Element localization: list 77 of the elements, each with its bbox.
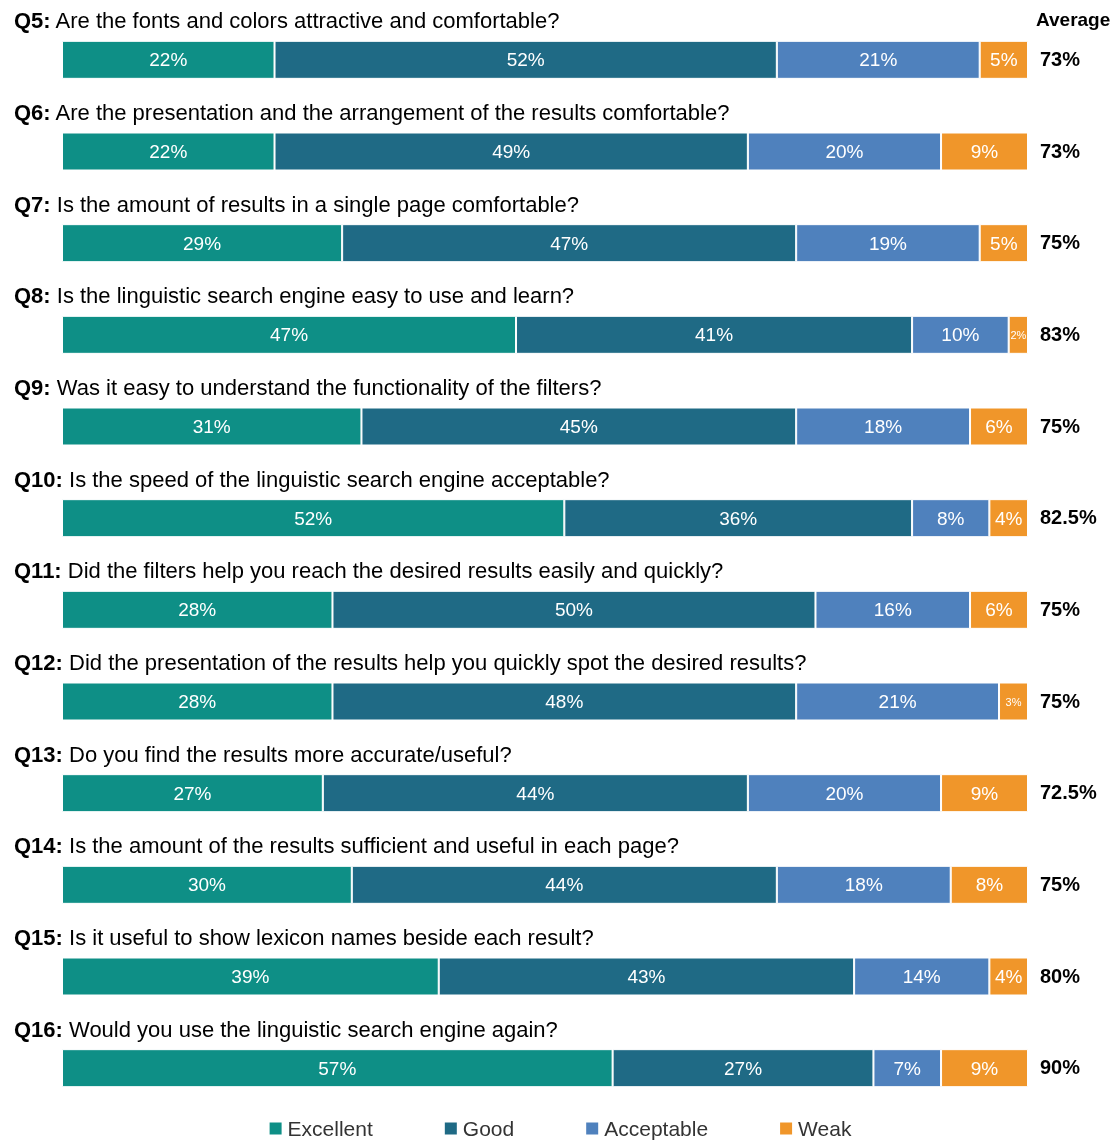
legend-label: Weak [798,1117,852,1140]
text: 73% [1040,47,1081,70]
y-tick-label: Q15: Is it useful to show lexicon names beside each result? [14,925,594,950]
text: 80% [1040,964,1081,987]
data-label: 50% [554,599,594,621]
data-label: 27% [173,782,212,804]
text: Average [1036,9,1111,30]
data-label: 8% [936,507,965,529]
data-label: 45% [559,416,598,437]
data-label: 9% [970,782,999,804]
text: 82.5% [1040,506,1097,529]
y-tick-label: Q6: Are the presentation and the arrangement of the results comfortable? [14,100,730,125]
data-label: 6% [985,416,1013,437]
data-label: 8% [975,874,1004,896]
data-label: 6% [985,599,1013,621]
y-tick-label: Q10: Is the speed of the linguistic search engine acceptable? [14,466,610,492]
text: 75% [1040,231,1081,254]
data-label: 44% [516,782,555,804]
y-tick-label: Q11: Did the filters help you reach the desired results easily and quickly? [14,558,724,584]
data-label: 41% [695,324,734,346]
text: 75% [1040,689,1081,712]
data-label: 22% [149,141,188,162]
data-label: 39% [231,966,270,987]
data-label: 28% [178,691,217,712]
text: 75% [1040,597,1081,620]
text: 90% [1040,1056,1081,1079]
y-tick-label: Q14: Is the amount of the results sufficient and useful in each page? [14,833,679,859]
data-label: 44% [545,874,584,896]
data-label: 52% [506,49,545,71]
data-label: 5% [990,232,1018,254]
data-label: 28% [178,599,217,621]
data-label: 57% [318,1057,357,1079]
data-label: 4% [994,507,1023,529]
data-label: 21% [878,691,917,712]
data-label: 16% [873,599,912,621]
legend-label: Acceptable [604,1117,709,1140]
data-label: 31% [192,416,231,437]
data-label: 19% [868,232,908,254]
data-label: 20% [825,141,864,162]
data-label: 18% [844,874,883,896]
legend-label: Excellent [287,1117,373,1140]
text: 72.5% [1040,781,1097,804]
text: 83% [1040,322,1081,345]
data-label: 9% [970,141,999,162]
text: 73% [1040,139,1081,162]
y-tick-label: Q13: Do you find the results more accurate/useful? [14,741,512,767]
legend-label: Good [462,1117,515,1140]
y-tick-label: Q16: Would you use the linguistic search engine again? [14,1016,558,1042]
data-label: 22% [149,49,188,71]
data-label: 4% [994,966,1023,987]
data-label: 27% [724,1057,763,1079]
y-tick-label: Q12: Did the presentation of the results help you quickly spot the desired results? [14,650,807,675]
data-label: 14% [902,966,941,987]
data-label: 9% [970,1057,999,1079]
y-tick-label: Q5: Are the fonts and colors attractive and comfortable? [14,8,560,34]
data-label: 29% [183,232,222,254]
y-tick-label: Q8: Is the linguistic search engine easy to use and learn? [14,283,575,309]
data-label: 48% [545,691,584,712]
data-label: 18% [864,416,903,437]
data-label: 36% [719,507,758,529]
data-label: 49% [492,141,531,162]
data-label: 43% [627,966,666,987]
data-label: 47% [550,232,589,254]
data-label: 2% [1010,328,1027,341]
y-tick-label: Q7: Is the amount of results in a single page comfortable? [14,191,579,217]
data-label: 47% [269,324,309,346]
data-label: 5% [990,49,1018,71]
data-label: 3% [1005,695,1022,708]
data-label: 7% [893,1057,922,1079]
data-label: 10% [941,324,980,346]
y-tick-label: Q9: Was it easy to understand the functionality of the filters? [14,375,602,400]
text: 75% [1040,414,1081,437]
data-label: 21% [859,49,898,71]
text: 75% [1040,872,1081,895]
data-label: 20% [825,782,864,804]
data-label: 30% [187,874,227,896]
data-label: 52% [294,507,333,529]
